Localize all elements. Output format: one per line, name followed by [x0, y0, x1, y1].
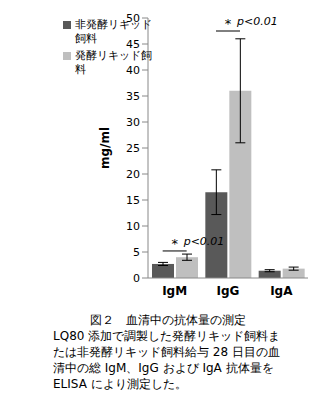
svg-text:*: * [225, 16, 232, 31]
svg-text:IgM: IgM [162, 284, 187, 298]
svg-text:5: 5 [133, 246, 140, 259]
svg-text:10: 10 [126, 220, 140, 233]
svg-text:30: 30 [126, 116, 140, 129]
svg-text:45: 45 [126, 38, 140, 51]
svg-text:IgG: IgG [217, 284, 240, 298]
svg-text:p<0.01: p<0.01 [236, 15, 278, 28]
svg-text:50: 50 [126, 12, 140, 25]
svg-text:15: 15 [126, 194, 140, 207]
svg-text:mg/ml: mg/ml [98, 127, 112, 169]
svg-text:p<0.01: p<0.01 [183, 235, 225, 248]
svg-text:0: 0 [133, 272, 140, 285]
svg-text:40: 40 [126, 64, 140, 77]
svg-text:25: 25 [126, 142, 140, 155]
svg-text:35: 35 [126, 90, 140, 103]
svg-text:20: 20 [126, 168, 140, 181]
svg-text:IgA: IgA [270, 284, 293, 298]
svg-text:*: * [171, 236, 178, 251]
